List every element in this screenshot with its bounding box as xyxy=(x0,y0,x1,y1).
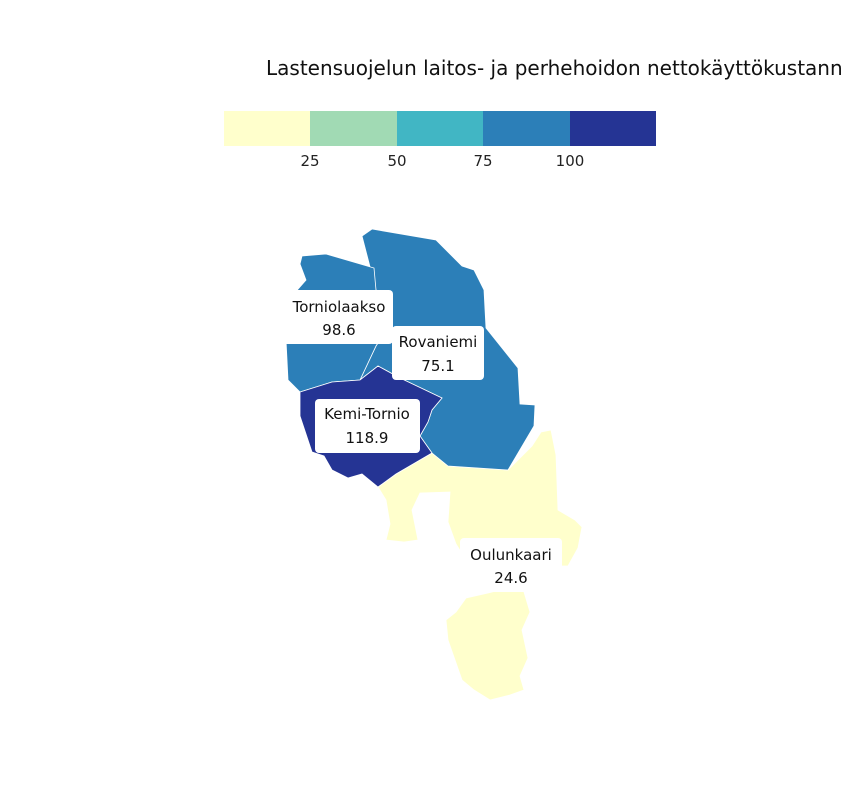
region-label-value: 98.6 xyxy=(322,321,355,339)
legend-swatch-4 xyxy=(483,111,570,146)
region-label-oulunkaari: Oulunkaari 24.6 xyxy=(460,538,562,592)
region-label-name: Oulunkaari xyxy=(470,546,552,564)
legend-tick: 75 xyxy=(473,152,493,170)
legend-swatch-3 xyxy=(396,111,484,146)
region-label-torniolaakso: Torniolaakso 98.6 xyxy=(278,290,393,344)
region-label-kemi-tornio: Kemi-Tornio 118.9 xyxy=(315,399,420,453)
legend-color-scale xyxy=(224,111,657,146)
legend-tick: 100 xyxy=(555,152,585,170)
legend-swatch-1 xyxy=(224,111,311,146)
region-label-value: 24.6 xyxy=(494,569,527,587)
region-label-name: Rovaniemi xyxy=(399,333,478,351)
region-label-rovaniemi: Rovaniemi 75.1 xyxy=(392,326,484,380)
region-label-value: 75.1 xyxy=(421,357,454,375)
legend-tick: 50 xyxy=(387,152,407,170)
region-label-name: Kemi-Tornio xyxy=(324,405,410,423)
legend-swatch-5 xyxy=(569,111,657,146)
color-legend: 25 50 75 100 xyxy=(224,111,657,170)
legend-tick: 25 xyxy=(300,152,320,170)
region-label-name: Torniolaakso xyxy=(292,298,386,316)
region-oulunkaari[interactable] xyxy=(377,429,583,701)
region-label-value: 118.9 xyxy=(346,429,389,447)
legend-swatch-2 xyxy=(310,111,397,146)
map-title: Lastensuojelun laitos- ja perhehoidon ne… xyxy=(266,56,843,80)
legend-ticks: 25 50 75 100 xyxy=(224,146,656,170)
